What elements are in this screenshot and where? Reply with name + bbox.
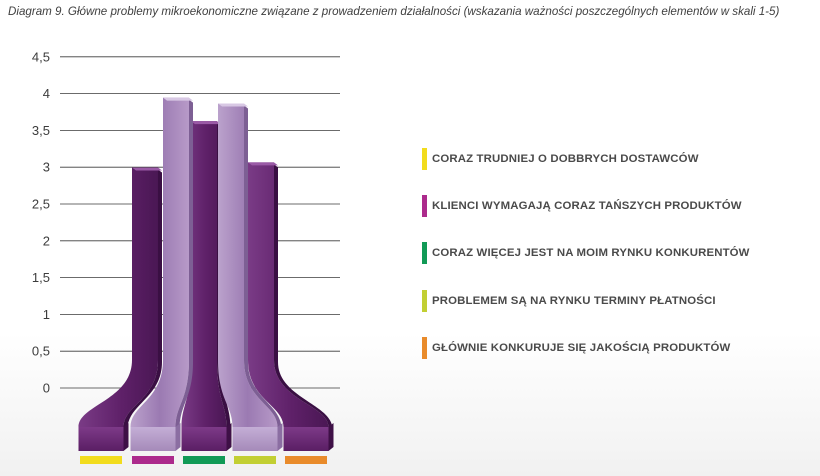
bar-cap: [132, 167, 162, 171]
bar-column: [78, 167, 158, 427]
legend-swatch: [422, 195, 427, 218]
y-tick-label: 4: [43, 86, 50, 101]
chart-title: Diagram 9. Główne problemy mikroekonomic…: [8, 5, 780, 18]
category-color-swatch: [132, 456, 174, 464]
legend-label: KLIENCI WYMAGAJĄ CORAZ TAŃSZYCH PRODUKTÓ…: [432, 200, 742, 213]
bar-side: [175, 99, 193, 429]
legend-item: CORAZ TRUDNIEJ O DOBBRYCH DOSTAWCÓW: [422, 148, 750, 195]
y-tick-label: 3,5: [32, 123, 50, 138]
color-strip: [80, 456, 327, 464]
bar: [218, 103, 283, 451]
legend-item: PROBLEMEM SĄ NA RYNKU TERMINY PŁATNOŚCI: [422, 289, 750, 337]
legend-label: CORAZ TRUDNIEJ O DOBBRYCH DOSTAWCÓW: [432, 153, 699, 165]
category-color-swatch: [285, 456, 327, 464]
bar-side: [244, 105, 282, 429]
bar-base: [78, 427, 124, 451]
legend-label: GŁÓWNIE KONKURUJE SIĘ JAKOŚCIĄ PRODUKTÓW: [432, 341, 731, 354]
category-color-swatch: [234, 456, 276, 464]
category-color-swatch: [183, 456, 225, 464]
bar: [130, 97, 193, 451]
legend-swatch: [422, 336, 427, 359]
legend: CORAZ TRUDNIEJ O DOBBRYCH DOSTAWCÓW KLIEN…: [422, 148, 750, 384]
legend-swatch: [422, 148, 427, 170]
bar-cap: [163, 97, 193, 101]
y-tick-label: 2: [43, 233, 50, 248]
legend-swatch: [422, 289, 427, 312]
legend-item: GŁÓWNIE KONKURUJE SIĘ JAKOŚCIĄ PRODUKTÓW: [422, 336, 750, 384]
bar-base: [130, 427, 176, 451]
legend-item: CORAZ WIĘCEJ JEST NA MOIM RYNKU KONKUREN…: [422, 242, 750, 289]
bar-column: [218, 103, 278, 427]
y-tick-label: 1,5: [32, 270, 50, 285]
legend-item: KLIENCI WYMAGAJĄ CORAZ TAŃSZYCH PRODUKTÓ…: [422, 195, 750, 242]
bar-column: [248, 162, 329, 428]
bar-base-side: [175, 423, 181, 451]
bar-base: [283, 427, 329, 451]
bar-base: [232, 427, 278, 451]
y-tick-label: 3: [43, 160, 50, 175]
bar-base-side: [226, 423, 232, 451]
y-tick-label: 4,5: [32, 49, 50, 64]
y-tick-label: 1: [43, 307, 50, 322]
bars: [78, 97, 334, 451]
bar-side: [123, 169, 162, 429]
bar-base-side: [328, 423, 334, 451]
y-tick-label: 0: [43, 381, 50, 396]
legend-label: PROBLEMEM SĄ NA RYNKU TERMINY PŁATNOŚCI: [432, 294, 716, 307]
bar-base-side: [277, 423, 283, 451]
bar-base-side: [123, 423, 129, 451]
bar-base: [181, 427, 227, 451]
bar: [248, 162, 334, 451]
bar-column: [130, 97, 189, 427]
legend-label: CORAZ WIĘCEJ JEST NA MOIM RYNKU KONKUREN…: [432, 247, 750, 260]
bar-cap: [191, 121, 221, 125]
bar-cap: [218, 103, 248, 107]
y-tick-label: 2,5: [32, 197, 50, 212]
bar-cap: [248, 162, 278, 166]
y-axis: 0 0,5 1 1,5 2 2,5 3 3,5 4 4,5: [32, 49, 50, 395]
legend-swatch: [422, 242, 427, 265]
category-color-swatch: [80, 456, 122, 464]
y-tick-label: 0,5: [32, 344, 50, 359]
bar: [78, 167, 162, 451]
